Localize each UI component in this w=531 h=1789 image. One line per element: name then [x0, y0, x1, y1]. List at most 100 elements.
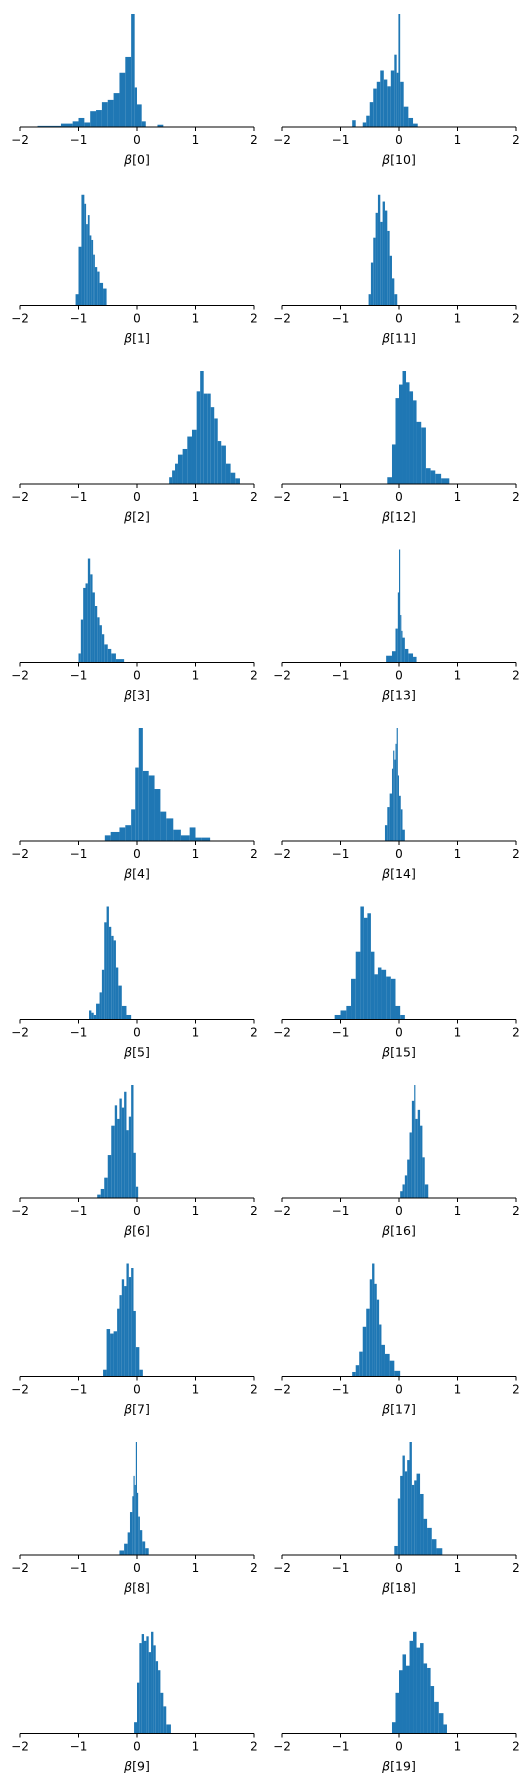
x-tick-label: −2: [11, 312, 29, 326]
x-tick-label: −1: [70, 847, 88, 861]
x-axis-label: β[19]: [381, 1759, 416, 1774]
histogram-bar: [119, 1098, 122, 1198]
histogram-bar: [131, 1085, 134, 1198]
x-tick-label: 0: [395, 1026, 403, 1040]
x-tick-label: −1: [332, 312, 350, 326]
histogram-bar: [425, 468, 431, 484]
histogram-bar: [394, 54, 397, 127]
x-tick-label: −2: [273, 1204, 291, 1218]
histogram-bar: [443, 1724, 447, 1734]
histogram-bar: [362, 1326, 367, 1377]
histogram-bar: [414, 1480, 417, 1555]
histogram-bar: [402, 1184, 405, 1198]
histogram-bar: [180, 835, 190, 841]
histogram-bar: [438, 1713, 444, 1734]
histogram-bar: [423, 1663, 428, 1734]
histogram-bar: [163, 1706, 167, 1734]
histogram-bar: [380, 70, 384, 127]
histogram-bar: [366, 115, 370, 127]
histogram-bar: [126, 1014, 132, 1020]
histogram-bar: [395, 743, 397, 841]
histogram-panel: −2 −1 0 1 2 β[3]: [11, 558, 258, 703]
histogram-bar: [107, 1155, 112, 1198]
histogram-bar: [373, 88, 377, 127]
histogram-bar: [366, 1308, 370, 1377]
x-tick-label: 0: [133, 1740, 141, 1754]
histogram-bar: [91, 1012, 94, 1020]
histogram-bar: [390, 978, 396, 1020]
histogram-bar: [103, 288, 107, 306]
x-tick-label: −1: [70, 312, 88, 326]
histogram-bar: [427, 1527, 432, 1555]
histogram-bar: [173, 829, 181, 841]
histogram-bar: [400, 809, 403, 841]
histogram-bar: [406, 1665, 410, 1734]
histogram-bar: [146, 1636, 149, 1734]
histogram-bar: [374, 1283, 377, 1377]
histogram-bar: [96, 110, 102, 127]
histogram-bar: [135, 1442, 137, 1555]
histogram-bar: [129, 1512, 133, 1555]
histogram-bar: [139, 1530, 143, 1555]
histogram-bar: [381, 1344, 385, 1377]
histogram-bar: [89, 235, 92, 306]
histogram-bar: [133, 1475, 135, 1555]
histogram-bar: [377, 194, 381, 306]
x-tick-label: −1: [332, 669, 350, 683]
histogram-bar: [430, 1686, 435, 1734]
histogram-bar: [134, 1484, 136, 1555]
histogram-bar: [400, 1191, 403, 1198]
histogram-bar: [391, 444, 396, 484]
histogram-bar: [387, 230, 390, 306]
x-tick-label: −1: [332, 1740, 350, 1754]
histogram-bar: [175, 463, 178, 484]
histogram-bar: [352, 1371, 356, 1377]
histogram-bar: [172, 470, 176, 484]
histogram-bar: [416, 421, 422, 484]
x-tick-label: 2: [512, 669, 520, 683]
histogram-bar: [391, 1722, 396, 1734]
histogram-bar: [182, 448, 188, 484]
x-tick-label: 1: [454, 1026, 462, 1040]
x-tick-label: 2: [250, 133, 258, 147]
histogram-bar: [384, 825, 388, 841]
x-axis-label: β[3]: [123, 688, 150, 703]
histogram-bar: [411, 1484, 415, 1555]
histogram-bar: [119, 72, 126, 127]
histogram-bar: [90, 111, 97, 127]
x-tick-label: 1: [454, 1561, 462, 1575]
histogram-bar: [84, 203, 87, 306]
histogram-bar: [381, 969, 387, 1020]
histogram-panel: −2 −1 0 1 2 β[10]: [273, 14, 520, 167]
histogram-bar: [409, 1132, 412, 1198]
histogram-bar: [409, 391, 414, 484]
histogram-bar: [87, 215, 90, 306]
histogram-bar: [106, 1329, 111, 1377]
histogram-bar: [230, 472, 236, 484]
histogram-bar: [413, 1631, 417, 1734]
histogram-bar: [389, 1360, 395, 1377]
histogram-bar: [158, 1670, 161, 1734]
histogram-bar: [399, 549, 401, 663]
x-axis-label: β[5]: [123, 1045, 150, 1060]
histogram-bar: [404, 1175, 408, 1198]
histogram-bar: [368, 294, 371, 306]
x-tick-label: 1: [192, 490, 200, 504]
histogram-bar: [423, 1518, 428, 1555]
histogram-bar: [346, 1005, 352, 1020]
histogram-bar: [375, 212, 378, 306]
histogram-bar: [118, 985, 122, 1020]
histogram-bar: [89, 1010, 92, 1020]
histogram-bar: [201, 837, 211, 841]
histogram-bar: [372, 1263, 375, 1377]
histogram-bar: [100, 1188, 105, 1198]
x-tick-label: 0: [133, 847, 141, 861]
histogram-bar: [210, 407, 215, 484]
histogram-bar: [110, 1333, 114, 1377]
histogram-bar: [160, 1692, 164, 1734]
histogram-bar: [113, 940, 116, 1020]
x-tick-label: 0: [133, 669, 141, 683]
histogram-panel: −2 −1 0 1 2 β[18]: [273, 1442, 520, 1595]
histogram-bar: [431, 1539, 437, 1555]
histogram-bar: [394, 1545, 398, 1555]
